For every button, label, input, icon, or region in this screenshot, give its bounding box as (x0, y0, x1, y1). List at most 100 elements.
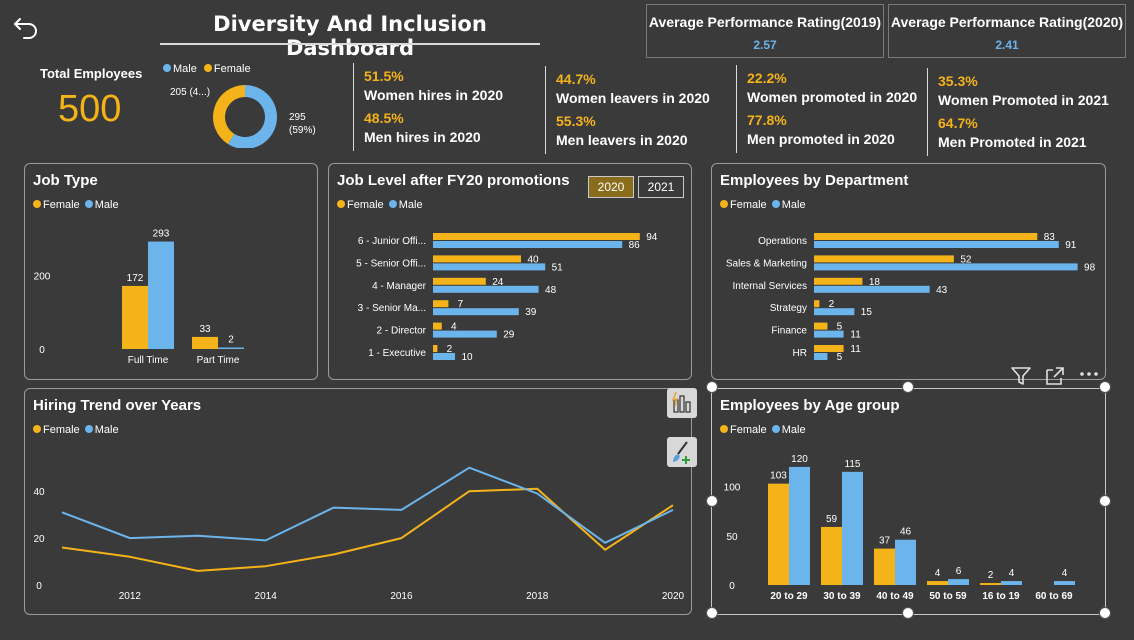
kpi-label-2020: Average Performance Rating(2020) (890, 14, 1124, 30)
back-arrow-icon[interactable] (12, 12, 40, 40)
resize-handle-top-right[interactable] (1099, 381, 1111, 393)
donut-female-label: 205 (4...) (170, 87, 210, 98)
bar-male (433, 330, 497, 338)
bar-male (433, 285, 539, 293)
bar-female (814, 300, 820, 308)
category-label: HR (793, 348, 807, 359)
category-label: 2 - Director (377, 326, 427, 337)
data-label: 4 (451, 322, 457, 333)
kpi-card-2019[interactable]: Average Performance Rating(2019) 2.57 (646, 4, 884, 58)
legend-female: Female (347, 199, 384, 211)
stat-hires: 51.5% Women hires in 2020 48.5% Men hire… (353, 63, 503, 151)
male-legend-dot (84, 425, 93, 433)
data-label: 18 (869, 277, 881, 288)
category-label: Part Time (197, 355, 240, 366)
resize-handle-right[interactable] (1099, 495, 1111, 507)
bar-male (814, 330, 844, 338)
more-options-icon[interactable] (1078, 365, 1100, 387)
bar-female (814, 322, 828, 330)
legend-male: Male (94, 199, 119, 211)
category-label: 50 to 59 (929, 591, 967, 602)
data-label: 10 (461, 352, 473, 363)
female-legend-dot (337, 200, 345, 208)
male-legend-dot (163, 64, 171, 72)
stat-promoted21-men-text: Men Promoted in 2021 (938, 134, 1087, 150)
gender-donut-chart[interactable]: 205 (4...) 295 (59%) (160, 78, 330, 148)
data-label: 115 (845, 459, 861, 470)
bar-female (814, 233, 1038, 240)
category-label: 4 - Manager (372, 281, 427, 292)
y-tick-label: 0 (36, 581, 42, 592)
resize-handle-top[interactable] (902, 381, 914, 393)
format-visual-button[interactable] (667, 437, 697, 467)
job-type-legend: Female Male (33, 199, 119, 211)
data-label: 2 (447, 344, 453, 355)
bar-female (433, 345, 438, 352)
age-group-title: Employees by Age group (720, 397, 900, 414)
female-legend-dot (720, 200, 728, 208)
job-level-title: Job Level after FY20 promotions (337, 172, 570, 189)
stat-promoted21-men-pct: 64.7% (938, 115, 978, 131)
hiring-trend-chart: 0 20 40 2012 2014 2016 2018 2020 (33, 466, 685, 602)
resize-handle-bottom[interactable] (902, 607, 914, 619)
bar-female (980, 583, 1001, 585)
stat-leavers-women-text: Women leavers in 2020 (556, 90, 710, 106)
kpi-label-2019: Average Performance Rating(2019) (648, 14, 882, 30)
resize-handle-bottom-left[interactable] (706, 607, 718, 619)
resize-handle-left[interactable] (706, 495, 718, 507)
kpi-value-2020: 2.41 (995, 38, 1019, 52)
male-legend-dot (771, 200, 780, 208)
data-label: 2 (829, 299, 835, 310)
visual-header-icons (1008, 365, 1103, 389)
female-legend-dot (720, 425, 728, 433)
focus-mode-icon[interactable] (1044, 365, 1066, 387)
x-tick-label: 2020 (662, 591, 685, 602)
bar-female (814, 255, 954, 263)
job-level-legend: Female Male (337, 199, 423, 211)
department-panel[interactable]: Employees by Department Female Male Oper… (711, 163, 1106, 380)
data-label: 7 (458, 299, 464, 310)
page-title: Diversity And Inclusion Dashboard (213, 12, 487, 60)
filter-icon[interactable] (1010, 365, 1032, 387)
hiring-trend-legend: Female Male (33, 424, 119, 436)
bar-female (821, 526, 842, 585)
data-label: 120 (791, 454, 808, 465)
data-label: 37 (879, 536, 891, 547)
job-level-panel[interactable]: Job Level after FY20 promotions 2020 202… (328, 163, 692, 380)
data-label: 86 (629, 240, 641, 251)
build-visual-icon (671, 391, 691, 413)
year-2020-button[interactable]: 2020 (588, 176, 634, 198)
stat-promoted-men-pct: 77.8% (747, 112, 787, 128)
kpi-card-2020[interactable]: Average Performance Rating(2020) 2.41 (888, 4, 1126, 58)
line-male (61, 466, 674, 544)
resize-handle-bottom-right[interactable] (1099, 607, 1111, 619)
data-label: 2 (988, 570, 994, 581)
data-label: 4 (1062, 568, 1068, 579)
year-2021-button[interactable]: 2021 (638, 176, 684, 198)
resize-handle-top-left[interactable] (706, 381, 718, 393)
data-label: 2 (228, 335, 234, 346)
data-label: 48 (545, 285, 557, 296)
data-label: 39 (525, 307, 537, 318)
hiring-trend-panel[interactable]: Hiring Trend over Years Female Male 0 20 4… (24, 388, 692, 615)
age-group-panel[interactable]: Employees by Age group Female Male 0 50 10… (711, 388, 1106, 615)
category-label: Internal Services (733, 281, 807, 292)
category-label: 6 - Junior Offi... (358, 236, 426, 247)
bar-female (433, 255, 521, 263)
data-label: 91 (1065, 240, 1077, 251)
y-tick-label: 20 (33, 534, 45, 545)
stat-hires-men-pct: 48.5% (364, 110, 404, 126)
department-legend: Female Male (720, 199, 806, 211)
job-type-panel[interactable]: Job Type Female Male 0 200 172 293 Full Time… (24, 163, 318, 380)
data-label: 40 (527, 254, 539, 265)
donut-slice-male (227, 85, 277, 148)
category-label: 40 to 49 (876, 591, 914, 602)
build-visual-button[interactable] (667, 388, 697, 418)
stat-hires-men-text: Men hires in 2020 (364, 129, 481, 145)
bar-male (433, 263, 546, 271)
donut-legend-female: Female (213, 63, 251, 75)
data-label: 51 (552, 262, 564, 273)
donut-male-label: 295 (289, 112, 306, 123)
male-legend-dot (84, 200, 93, 208)
